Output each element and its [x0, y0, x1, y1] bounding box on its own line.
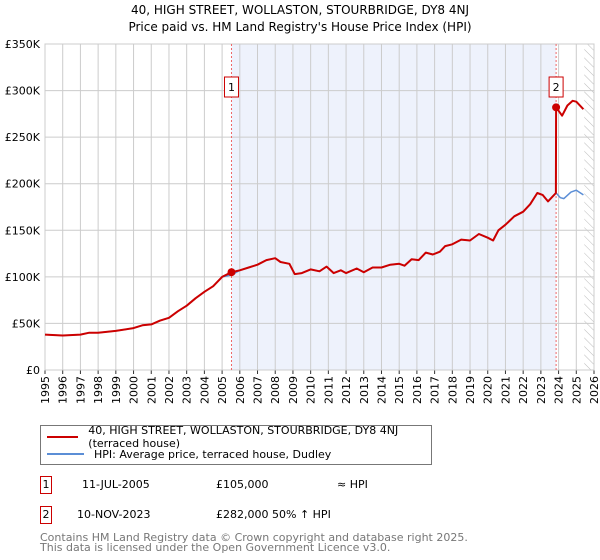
x-tick-label: 2015: [393, 376, 406, 404]
y-tick-label: £300K: [5, 85, 41, 98]
y-tick-label: £250K: [5, 131, 41, 144]
sale-label-box: [223, 76, 239, 98]
legend-swatch-blue: [47, 453, 84, 455]
legend-item-hpi: HPI: Average price, terraced house, Dudl…: [47, 446, 331, 462]
price-chart: 1995 1996 1997 1998 1999 2000 2001 2002 2003 2004…: [5, 38, 600, 404]
legend: 40, HIGH STREET, WOLLASTON, STOURBRIDGE,…: [40, 424, 432, 465]
x-tick-label: 2018: [446, 376, 459, 404]
x-tick-label: 2012: [340, 376, 353, 404]
legend-swatch-red: [47, 436, 79, 438]
y-tick-label: £350K: [5, 38, 41, 51]
chart-title-line1: 40, HIGH STREET, WOLLASTON, STOURBRIDGE,…: [130, 3, 470, 17]
x-tick-label: 1997: [74, 376, 87, 404]
transaction-vs-hpi: ≈ HPI: [337, 478, 368, 491]
x-tick-label: 2026: [588, 376, 600, 404]
transaction-date: 11-JUL-2005: [82, 478, 150, 491]
y-tick-label: £150K: [5, 224, 41, 237]
footer-copyright: Contains HM Land Registry data © Crown c…: [40, 531, 468, 544]
x-tick-label: 2016: [411, 376, 424, 404]
x-tick-label: 2003: [181, 376, 194, 404]
sale-label: 1: [228, 81, 235, 94]
x-tick-label: 2006: [234, 376, 247, 404]
legend-label: 40, HIGH STREET, WOLLASTON, STOURBRIDGE,…: [88, 424, 399, 450]
sale-point: [227, 268, 236, 277]
x-tick-label: 2002: [163, 376, 176, 404]
transaction-badge: 2: [40, 506, 52, 524]
x-tick-label: 2021: [499, 376, 512, 404]
x-tick-label: 2009: [287, 376, 300, 404]
y-tick-label: £50K: [12, 317, 41, 330]
x-tick-label: 2004: [198, 376, 211, 404]
x-tick-label: 2019: [464, 376, 477, 404]
x-tick-label: 2011: [322, 376, 335, 404]
sale-point: [552, 103, 561, 112]
transaction-price: £105,000: [216, 478, 269, 491]
footer-licence: This data is licensed under the Open Gov…: [40, 541, 391, 554]
property-price-line: [44, 99, 585, 337]
x-tick-label: 2000: [128, 376, 141, 404]
hatched-region: [584, 44, 594, 370]
x-tick-label: 2014: [375, 376, 388, 404]
x-tick-label: 2007: [252, 376, 265, 404]
x-tick-label: 1999: [110, 376, 123, 404]
transaction-row: 2 10-NOV-2023 £282,000 50% ↑ HPI: [40, 506, 600, 528]
transaction-row: 1 11-JUL-2005 £105,000 ≈ HPI: [40, 476, 600, 498]
x-tick-label: 1995: [39, 376, 52, 404]
legend-item-property: 40, HIGH STREET, WOLLASTON, STOURBRIDGE,…: [47, 424, 431, 450]
x-tick-label: 2025: [570, 376, 583, 404]
x-tick-label: 2008: [269, 376, 282, 404]
x-tick-label: 2005: [216, 376, 229, 404]
chart-title-line2: Price paid vs. HM Land Registry's House …: [128, 20, 472, 34]
x-tick-label: 2013: [358, 376, 371, 404]
transaction-price: £282,000: [216, 508, 269, 521]
plot-border: [44, 43, 595, 371]
x-tick-label: 2024: [553, 376, 566, 404]
x-tick-label: 2022: [517, 376, 530, 404]
y-tick-label: £0: [26, 364, 40, 377]
transaction-date: 10-NOV-2023: [77, 508, 151, 521]
x-tick-label: 2001: [145, 376, 158, 404]
sale-label: 2: [553, 81, 560, 94]
x-tick-label: 2017: [429, 376, 442, 404]
transaction-vs-hpi: 50% ↑ HPI: [272, 508, 331, 521]
x-tick-label: 2010: [305, 376, 318, 404]
transaction-badge: 1: [40, 476, 52, 494]
sale-label-box: [548, 76, 564, 98]
x-tick-label: 1998: [92, 376, 105, 404]
y-tick-label: £100K: [5, 271, 41, 284]
x-tick-label: 2023: [535, 376, 548, 404]
legend-label: HPI: Average price, terraced house, Dudl…: [94, 447, 332, 461]
x-tick-label: 2020: [482, 376, 495, 404]
shaded-ownership-period: [231, 44, 557, 370]
x-tick-label: 1996: [57, 376, 70, 404]
y-tick-label: £200K: [5, 178, 41, 191]
